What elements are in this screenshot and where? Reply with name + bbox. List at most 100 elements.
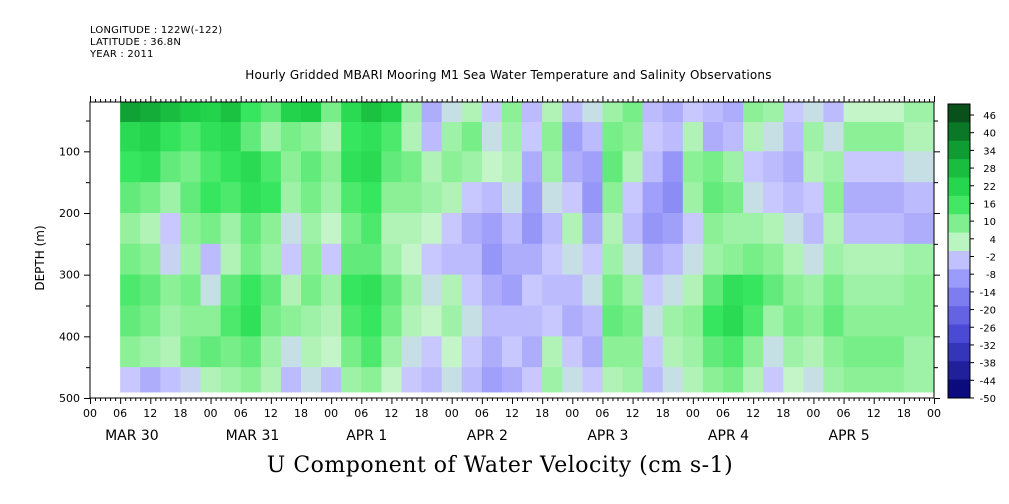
heatmap-cell	[763, 274, 784, 307]
y-axis-label: DEPTH (m)	[33, 225, 47, 290]
heatmap-cell	[180, 213, 202, 245]
heatmap-cell	[582, 122, 604, 152]
heatmap-cell	[381, 151, 403, 183]
heatmap-cell	[642, 102, 664, 123]
heatmap-cell	[461, 102, 483, 123]
heatmap-cell	[582, 336, 604, 368]
heatmap-cell	[823, 243, 845, 276]
heatmap-cell	[361, 336, 382, 368]
heatmap-cell	[220, 213, 242, 245]
heatmap-cell	[140, 151, 161, 183]
heatmap-cell	[763, 336, 784, 368]
heatmap-cell	[481, 305, 503, 337]
heatmap-cell	[260, 151, 282, 183]
heatmap-cell	[522, 367, 543, 393]
heatmap-cell	[160, 151, 182, 183]
colorbar-label: -44	[980, 376, 996, 387]
heatmap-cell	[381, 182, 403, 214]
heatmap-cell	[120, 122, 141, 152]
heatmap-cell	[280, 102, 302, 123]
colorbar-swatch	[948, 269, 970, 289]
heatmap-cell	[542, 122, 563, 152]
heatmap-cell	[783, 305, 804, 337]
heatmap-cell	[803, 182, 825, 214]
heatmap-cell	[743, 213, 764, 245]
heatmap-cell	[240, 243, 262, 276]
x-hour-tick-label: 18	[656, 407, 670, 420]
heatmap-cell	[301, 367, 322, 393]
heatmap-cell	[542, 182, 563, 214]
heatmap-cell	[562, 102, 583, 123]
heatmap-cell	[803, 151, 825, 183]
heatmap-cell	[602, 213, 624, 245]
heatmap-cell	[341, 213, 362, 245]
heatmap-cell	[562, 182, 583, 214]
heatmap-cell	[120, 274, 141, 307]
heatmap-cell	[702, 243, 724, 276]
heatmap-cell	[321, 336, 342, 368]
heatmap-cell	[401, 243, 423, 276]
heatmap-cell	[341, 102, 362, 123]
heatmap-cell	[763, 182, 784, 214]
heatmap-cell	[642, 243, 664, 276]
heatmap-cell	[461, 122, 483, 152]
heatmap-cell	[522, 102, 543, 123]
heatmap-cell	[240, 102, 262, 123]
heatmap-cell	[481, 367, 503, 393]
heatmap-cell	[743, 182, 764, 214]
heatmap-cell	[803, 122, 825, 152]
heatmap-cell	[642, 305, 664, 337]
heatmap-cell	[763, 213, 784, 245]
heatmap-cell	[280, 243, 302, 276]
heatmap-cell	[823, 213, 845, 245]
heatmap-cell	[120, 102, 141, 123]
heatmap-cell	[662, 102, 684, 123]
heatmap-cell	[441, 274, 463, 307]
heatmap-cell	[381, 367, 403, 393]
colorbar-label: -20	[980, 306, 996, 317]
heatmap-cell	[783, 213, 804, 245]
heatmap-cell	[843, 243, 905, 276]
heatmap-cell	[240, 367, 262, 393]
heatmap-cell	[381, 213, 403, 245]
heatmap-cell	[501, 213, 523, 245]
heatmap-cell	[160, 274, 182, 307]
colorbar-label: 46	[983, 111, 996, 122]
x-day-label: MAR 30	[105, 428, 159, 444]
x-day-label: APR 5	[829, 428, 870, 444]
heatmap-cell	[522, 182, 543, 214]
heatmap-cell	[140, 122, 161, 152]
heatmap-cell	[120, 367, 141, 393]
x-hour-tick-label: 12	[505, 407, 519, 420]
colorbar-label: -8	[986, 270, 996, 281]
heatmap-cell	[522, 305, 543, 337]
heatmap-cell	[662, 367, 684, 393]
colorbar-label: -38	[980, 359, 996, 370]
colorbar-label: 40	[983, 129, 996, 140]
heatmap-cell	[662, 305, 684, 337]
heatmap-cell	[743, 243, 764, 276]
heatmap-cell	[461, 336, 483, 368]
heatmap-cell	[321, 305, 342, 337]
x-hour-tick-label: 18	[415, 407, 429, 420]
heatmap-cell	[180, 102, 202, 123]
heatmap-cell	[180, 336, 202, 368]
x-hour-tick-label: 00	[204, 407, 218, 420]
heatmap-cell	[401, 305, 423, 337]
heatmap-cell	[602, 151, 624, 183]
heatmap-cell	[642, 274, 664, 307]
heatmap-cell	[280, 367, 302, 393]
colorbar-swatch	[948, 214, 970, 234]
colorbar-label: 22	[983, 182, 996, 193]
heatmap-cell	[501, 305, 523, 337]
heatmap-cell	[903, 243, 934, 276]
heatmap-cell	[461, 151, 483, 183]
y-tick-label: 500	[59, 392, 80, 405]
colorbar-label: 16	[983, 199, 996, 210]
heatmap-cell	[562, 305, 583, 337]
x-hour-tick-label: 06	[354, 407, 368, 420]
heatmap-cell	[240, 151, 262, 183]
heatmap-cell	[562, 213, 583, 245]
heatmap-cell	[622, 243, 644, 276]
heatmap-cell	[542, 102, 563, 123]
